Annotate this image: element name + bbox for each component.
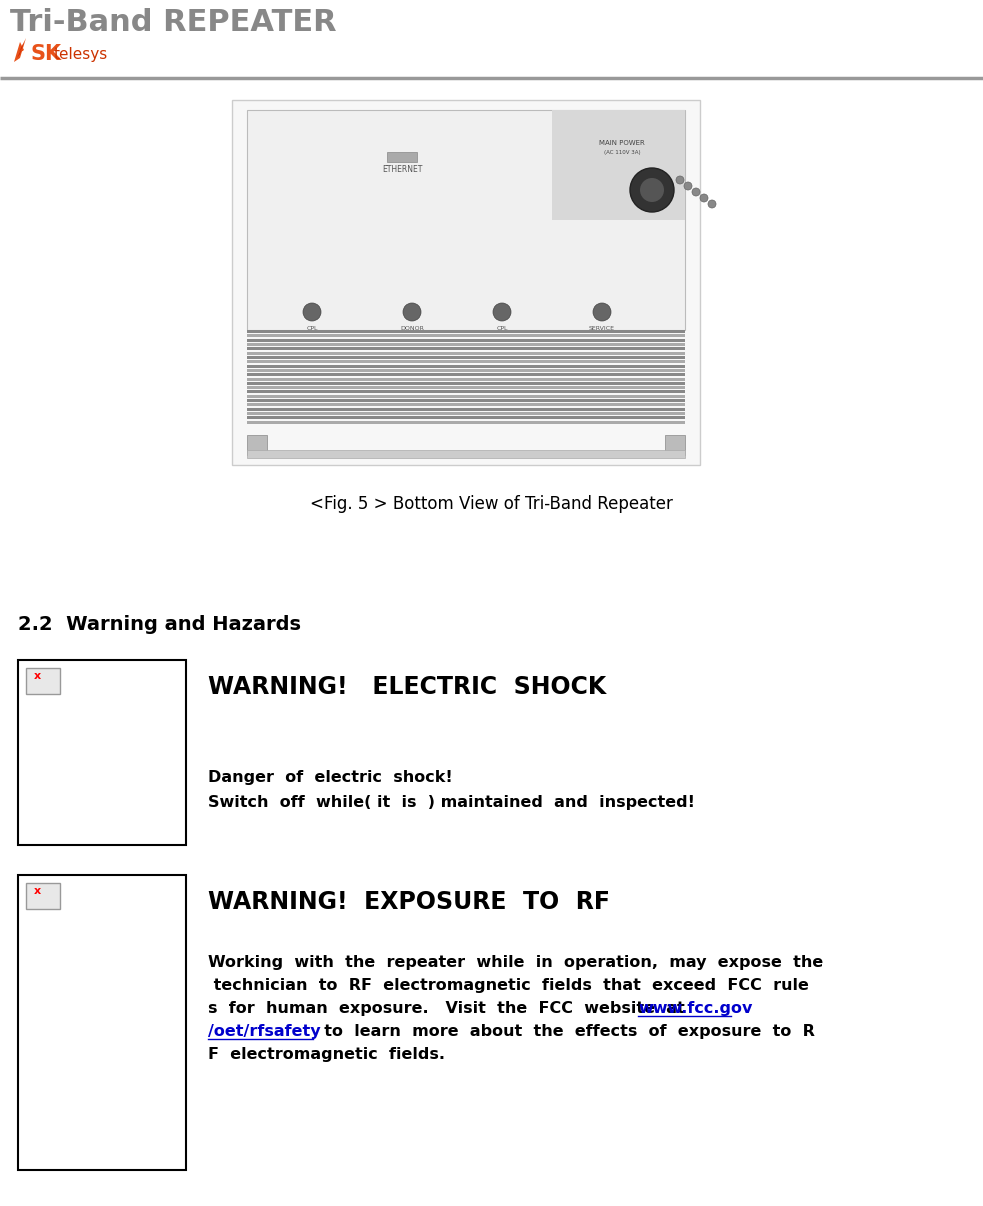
- Bar: [247, 394, 685, 398]
- Bar: [247, 450, 685, 458]
- Bar: [247, 377, 685, 381]
- Circle shape: [684, 182, 692, 191]
- Text: WARNING!   ELECTRIC  SHOCK: WARNING! ELECTRIC SHOCK: [208, 675, 607, 699]
- Bar: [232, 100, 700, 466]
- Text: s  for  human  exposure.   Visit  the  FCC  website  at: s for human exposure. Visit the FCC webs…: [208, 1001, 696, 1015]
- Text: <Fig. 5 > Bottom View of Tri-Band Repeater: <Fig. 5 > Bottom View of Tri-Band Repeat…: [310, 494, 673, 513]
- Circle shape: [493, 303, 511, 321]
- Bar: [18, 876, 186, 1170]
- Text: 2.2  Warning and Hazards: 2.2 Warning and Hazards: [18, 615, 301, 634]
- Text: x: x: [34, 886, 41, 896]
- Circle shape: [630, 168, 674, 212]
- Text: WARNING!  EXPOSURE  TO  RF: WARNING! EXPOSURE TO RF: [208, 890, 610, 914]
- Text: Danger  of  electric  shock!: Danger of electric shock!: [208, 769, 453, 785]
- Text: (AC 110V 3A): (AC 110V 3A): [604, 150, 640, 156]
- Bar: [247, 408, 685, 411]
- Bar: [247, 382, 685, 385]
- Bar: [18, 660, 186, 845]
- Text: DONOR: DONOR: [400, 326, 424, 330]
- Circle shape: [676, 176, 684, 185]
- Text: telesys: telesys: [54, 47, 108, 62]
- Text: ETHERNET: ETHERNET: [381, 165, 422, 174]
- Bar: [247, 412, 685, 415]
- Bar: [247, 373, 685, 376]
- Bar: [247, 435, 267, 455]
- Text: CPL: CPL: [307, 326, 318, 330]
- Text: CPL: CPL: [496, 326, 508, 330]
- Bar: [247, 399, 685, 402]
- Bar: [247, 347, 685, 350]
- Circle shape: [593, 303, 611, 321]
- Bar: [26, 883, 60, 909]
- Bar: [247, 330, 685, 333]
- Bar: [247, 421, 685, 423]
- Text: SK: SK: [30, 43, 61, 64]
- Bar: [247, 334, 685, 338]
- Text: www.fcc.gov: www.fcc.gov: [638, 1001, 752, 1015]
- Bar: [247, 343, 685, 346]
- Bar: [247, 386, 685, 390]
- Bar: [247, 369, 685, 371]
- Bar: [247, 339, 685, 341]
- Text: Switch  off  while( it  is  ) maintained  and  inspected!: Switch off while( it is ) maintained and…: [208, 795, 695, 810]
- Bar: [247, 356, 685, 359]
- Text: x: x: [34, 671, 41, 681]
- Circle shape: [700, 194, 708, 201]
- Circle shape: [692, 188, 700, 197]
- Text: Tri-Band REPEATER: Tri-Band REPEATER: [10, 8, 336, 37]
- Text: /oet/rfsafety: /oet/rfsafety: [208, 1024, 320, 1040]
- Bar: [552, 110, 685, 219]
- Bar: [247, 364, 685, 368]
- Bar: [247, 110, 685, 330]
- Text: technician  to  RF  electromagnetic  fields  that  exceed  FCC  rule: technician to RF electromagnetic fields …: [208, 978, 809, 993]
- Bar: [247, 416, 685, 420]
- Text: F  electromagnetic  fields.: F electromagnetic fields.: [208, 1047, 445, 1062]
- Text: Working  with  the  repeater  while  in  operation,  may  expose  the: Working with the repeater while in opera…: [208, 955, 823, 970]
- Circle shape: [640, 178, 664, 201]
- Circle shape: [403, 303, 421, 321]
- Bar: [247, 352, 685, 355]
- Circle shape: [708, 200, 716, 207]
- Text: SERVICE: SERVICE: [589, 326, 615, 330]
- Bar: [247, 361, 685, 363]
- Polygon shape: [17, 42, 24, 58]
- Text: MAIN POWER: MAIN POWER: [599, 140, 645, 146]
- Bar: [247, 391, 685, 393]
- Text: to  learn  more  about  the  effects  of  exposure  to  R: to learn more about the effects of expos…: [313, 1024, 815, 1040]
- Bar: [665, 435, 685, 455]
- Polygon shape: [14, 39, 26, 62]
- Bar: [387, 152, 417, 162]
- Bar: [247, 404, 685, 406]
- Circle shape: [303, 303, 321, 321]
- Bar: [26, 668, 60, 693]
